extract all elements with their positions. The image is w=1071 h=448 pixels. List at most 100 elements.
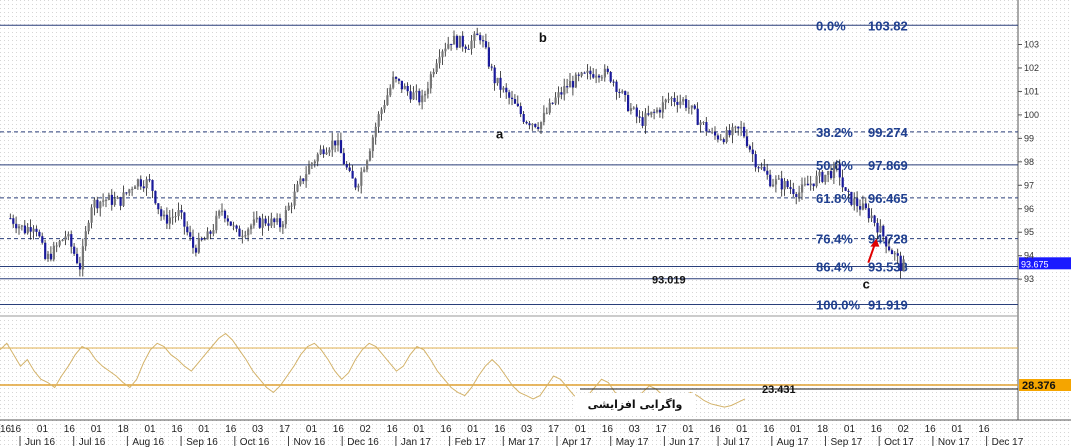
candle-body: [244, 235, 247, 237]
candle-body: [113, 198, 116, 205]
candle-body: [522, 113, 525, 122]
candle-body: [618, 91, 621, 93]
date-day-label: 02: [898, 424, 910, 435]
osc-last-value-box: [1019, 379, 1071, 391]
candle-body: [687, 107, 691, 109]
candle-body: [223, 210, 227, 219]
candle-body: [337, 140, 340, 146]
date-day-label: 16: [440, 424, 452, 435]
candle-body: [252, 219, 256, 226]
candle-body: [200, 238, 203, 240]
candle-body: [247, 229, 250, 236]
candle-body: [667, 99, 670, 101]
candle-body: [276, 218, 279, 223]
date-day-label: 03: [629, 424, 641, 435]
candle-body: [595, 75, 598, 78]
candle-body: [592, 74, 595, 78]
candle-body: [160, 209, 163, 217]
candle-body: [830, 171, 833, 179]
candle-body: [319, 149, 322, 155]
candle-body: [154, 190, 157, 204]
candle-body: [896, 253, 899, 256]
candle-body: [119, 197, 122, 206]
candle-body: [624, 91, 627, 96]
candle-body: [131, 189, 134, 191]
candle-body: [212, 230, 215, 234]
candle-body: [890, 250, 894, 255]
candle-body: [615, 81, 618, 92]
candle-body: [281, 224, 285, 228]
candle-body: [737, 126, 740, 129]
date-day-label: 16: [387, 424, 399, 435]
candle-body: [61, 239, 64, 241]
date-day-label: 16: [602, 424, 614, 435]
date-day-label: 01: [91, 424, 103, 435]
date-month-label: Jul 16: [79, 437, 106, 448]
candle-body: [772, 184, 775, 187]
candle-body: [139, 179, 142, 187]
candle-body: [165, 214, 169, 224]
date-day-label: 02: [360, 424, 372, 435]
candle-body: [658, 109, 662, 113]
candle-body: [73, 246, 76, 254]
candle-body: [235, 225, 238, 229]
candle-body: [403, 85, 406, 90]
y-tick-label: 98: [1024, 157, 1034, 167]
fib-percent-label: 100.0%: [816, 298, 861, 313]
candle-body: [574, 74, 577, 88]
candle-body: [531, 123, 534, 126]
candle-body: [638, 116, 641, 118]
candle-body: [55, 245, 58, 247]
date-month-label: Apr 17: [562, 437, 592, 448]
low-line-label: 93.019: [652, 275, 686, 287]
candle-body: [806, 183, 809, 186]
y-tick-label: 102: [1024, 63, 1039, 73]
candle-body: [702, 122, 705, 124]
date-day-label: 16: [978, 424, 990, 435]
candle-body: [29, 227, 32, 232]
date-day-label: 01: [736, 424, 748, 435]
candle-body: [279, 218, 282, 228]
fib-value-label: 91.919: [868, 298, 908, 313]
candle-body: [415, 90, 418, 93]
candle-body: [218, 211, 221, 216]
candle-body: [513, 99, 517, 104]
candle-body: [844, 187, 847, 191]
date-day-label: 01: [198, 424, 210, 435]
candle-body: [809, 183, 812, 186]
current-price-box: [1019, 257, 1071, 270]
candle-body: [206, 231, 209, 240]
candle-body: [418, 90, 421, 103]
date-day-label: 01: [414, 424, 426, 435]
candle-body: [125, 192, 128, 194]
candle-body: [505, 87, 508, 93]
candle-body: [656, 109, 659, 113]
date-day-label: 16: [225, 424, 237, 435]
candle-body: [598, 75, 601, 78]
candle-body: [838, 164, 841, 178]
candle-body: [888, 246, 891, 251]
fib-percent-label: 86.4%: [816, 260, 853, 275]
date-day-label: 01: [952, 424, 964, 435]
candle-body: [545, 112, 548, 114]
candle-body: [647, 113, 650, 115]
candle-body: [12, 218, 15, 224]
candle-body: [609, 71, 612, 82]
candle-body: [203, 239, 206, 241]
candle-body: [496, 77, 499, 84]
candle-body: [699, 122, 702, 125]
candle-body: [313, 161, 316, 164]
candle-body: [241, 235, 244, 237]
oscillator-layer: 23.431 28.376 واگرایی افزایشی: [0, 332, 1071, 415]
candle-body: [763, 166, 766, 171]
fib-value-label: 97.869: [868, 158, 908, 173]
candle-body: [15, 223, 18, 229]
candle-body: [20, 225, 24, 227]
candle-body: [711, 131, 714, 133]
candle-body: [163, 214, 166, 217]
fib-levels-layer: 0.0%103.8238.2%99.27450.0%97.86961.8%96.…: [0, 18, 1018, 313]
price-axis-panel: [1018, 0, 1071, 420]
candle-body: [542, 113, 546, 123]
candle-body: [577, 74, 580, 76]
candle-body: [296, 184, 299, 192]
